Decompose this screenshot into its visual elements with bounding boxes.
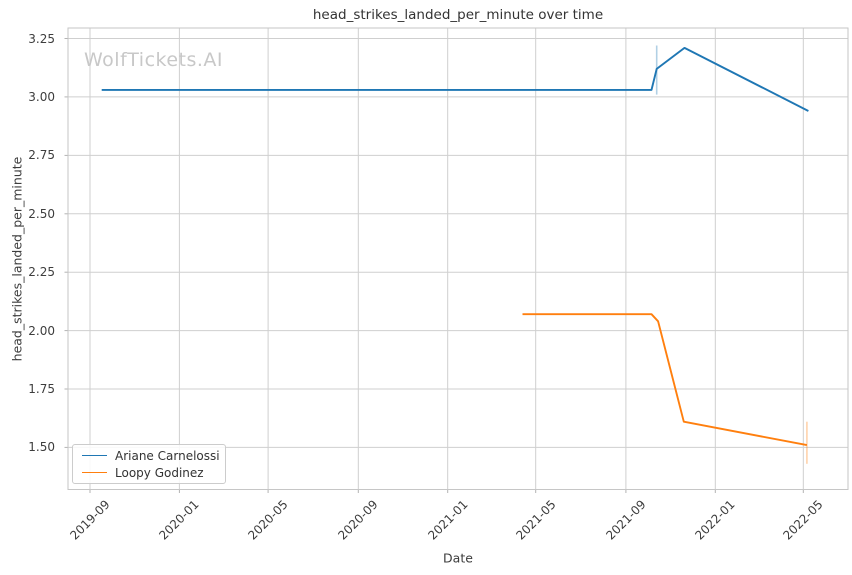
legend-label: Loopy Godinez bbox=[115, 465, 204, 480]
series-line-ariane-carnelossi bbox=[101, 46, 809, 112]
series-line-loopy-godinez bbox=[522, 313, 808, 447]
y-tick-label: 3.25 bbox=[28, 31, 55, 46]
y-tick-label: 2.75 bbox=[28, 148, 55, 163]
x-axis-label: Date bbox=[443, 550, 473, 566]
chart-title: head_strikes_landed_per_minute over time bbox=[312, 7, 604, 23]
legend-item-ariane-carnelossi: Ariane Carnelossi bbox=[82, 449, 220, 463]
plot-border bbox=[67, 27, 849, 490]
y-tick-label: 1.50 bbox=[28, 440, 55, 455]
watermark: WolfTickets.AI bbox=[84, 49, 224, 71]
y-tick-label: 2.25 bbox=[28, 265, 55, 280]
y-tick-label: 2.50 bbox=[28, 206, 55, 221]
y-tick-label: 2.00 bbox=[28, 323, 55, 338]
y-tick-label: 1.75 bbox=[28, 382, 55, 397]
legend-item-loopy-godinez: Loopy Godinez bbox=[82, 466, 216, 480]
legend-line-swatch-orange bbox=[82, 472, 107, 473]
legend-line-swatch-blue bbox=[82, 455, 107, 456]
y-tick-label: 3.00 bbox=[28, 89, 55, 104]
legend-label: Ariane Carnelossi bbox=[115, 448, 220, 463]
legend: Ariane Carnelossi Loopy Godinez bbox=[72, 444, 226, 484]
